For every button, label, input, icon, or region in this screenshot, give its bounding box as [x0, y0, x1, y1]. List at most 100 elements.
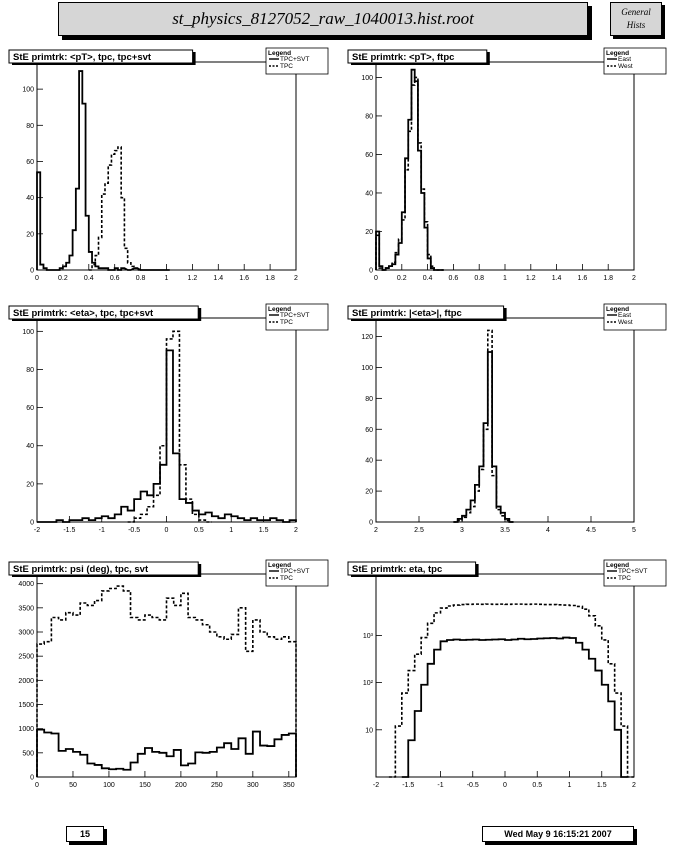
y-tick-label: 40: [26, 195, 34, 202]
legend-box: [603, 47, 667, 75]
chart-title: StE primtrk: psi (deg), tpc, svt: [13, 564, 149, 575]
x-tick-label: 4.5: [586, 527, 596, 534]
legend-entry: TPC: [280, 63, 293, 70]
plot-frame: [36, 573, 297, 778]
page-number: 15: [66, 826, 104, 842]
histogram-grid: StE primtrk: <pT>, tpc, tpc+svt 0 0.2 0.4 0.…: [8, 47, 667, 789]
y-tick-label: 2000: [18, 678, 34, 685]
x-tick-label: -0.5: [128, 527, 140, 534]
legend-entry: TPC: [280, 319, 293, 326]
y-tick-label: 80: [365, 113, 373, 120]
x-tick-label: 3.5: [500, 527, 510, 534]
title-box: [8, 561, 199, 576]
title-box: [347, 49, 488, 64]
series-tpc-svt-line: [36, 70, 170, 271]
y-tick-label: 3500: [18, 605, 34, 612]
x-tick-label: 0.5: [194, 527, 204, 534]
chart-panel-3: StE primtrk: <eta>, tpc, tpc+svt -2 -1.5 -1…: [8, 303, 329, 534]
chart-panel-4: StE primtrk: |<eta>|, ftpc 2 2.5 3 3.5 4 4.5 5 0…: [347, 303, 667, 534]
x-tick-label: 2: [632, 275, 636, 282]
x-tick-label: -2: [34, 527, 40, 534]
x-tick-label: 0.2: [58, 275, 68, 282]
series-tpc-svt-line: [37, 349, 297, 523]
y-tick-label: 100: [361, 75, 373, 82]
x-tick-label: 100: [103, 782, 115, 789]
series-tpc-line: [36, 585, 297, 777]
legend-box: [603, 559, 667, 587]
y-tick-label: 100: [22, 87, 34, 94]
x-tick-label: 0.8: [136, 275, 146, 282]
x-tick-label: 1.6: [578, 275, 588, 282]
y-tick-label: 1000: [18, 726, 34, 733]
y-tick-label: 80: [26, 367, 34, 374]
x-tick-label: 1.4: [552, 275, 562, 282]
y-tick-label: 80: [26, 123, 34, 130]
legend-entry: West: [618, 319, 633, 326]
x-tick-label: 1.5: [259, 527, 269, 534]
title-box: [347, 561, 477, 576]
series-tpc-svt-line: [401, 636, 628, 778]
x-tick-label: 0: [503, 782, 507, 789]
chart-title: StE primtrk: eta, tpc: [352, 564, 442, 575]
y-tick-label: 0: [30, 775, 34, 782]
chart-panel-2: StE primtrk: <pT>, ftpc 0 0.2 0.4 0.6 0.8 1 1.2…: [347, 47, 667, 282]
legend-title: Legend: [268, 50, 291, 57]
y-tick-label: 10³: [363, 633, 374, 640]
x-tick-label: -1.5: [402, 782, 414, 789]
x-tick-label: 1.2: [188, 275, 198, 282]
chart-panel-6: StE primtrk: eta, tpc -2 -1.5 -1 -0.5 0 0.5 1 1.…: [347, 559, 667, 789]
legend-entry: West: [618, 63, 633, 70]
plot-frame: [375, 317, 635, 523]
chart-title: StE primtrk: <pT>, ftpc: [352, 52, 454, 63]
series-tpc-svt-line: [36, 728, 297, 777]
series-tpc-line: [388, 603, 634, 778]
x-tick-label: 0.4: [423, 275, 433, 282]
y-tick-label: 40: [26, 443, 34, 450]
x-tick-label: 0: [165, 527, 169, 534]
x-tick-label: 2: [374, 527, 378, 534]
series-west-line: [453, 329, 514, 523]
y-tick-label: 0: [369, 268, 373, 275]
page-number-value: 15: [79, 829, 90, 839]
y-tick-label: 80: [365, 396, 373, 403]
x-tick-label: 0.2: [397, 275, 407, 282]
y-tick-label: 0: [369, 520, 373, 527]
y-tick-label: 20: [365, 489, 373, 496]
x-tick-label: -1: [99, 527, 105, 534]
x-tick-label: 0.6: [449, 275, 459, 282]
legend-entry: TPC+SVT: [618, 568, 647, 575]
legend-entry: TPC: [280, 575, 293, 582]
y-tick-label: 100: [22, 329, 34, 336]
x-tick-label: 1.2: [526, 275, 536, 282]
series-west-line: [375, 76, 444, 271]
legend-title: Legend: [268, 562, 291, 569]
series-east-line: [375, 68, 444, 271]
x-tick-label: 2.5: [414, 527, 424, 534]
x-tick-label: 2: [632, 782, 636, 789]
x-tick-label: 0: [35, 275, 39, 282]
chart-panel-1: StE primtrk: <pT>, tpc, tpc+svt 0 0.2 0.4 0.…: [8, 47, 329, 282]
y-tick-label: 60: [365, 152, 373, 159]
legend-title: Legend: [606, 306, 629, 313]
x-tick-label: 0.8: [474, 275, 484, 282]
legend-entry: TPC: [618, 575, 631, 582]
timestamp-value: Wed May 9 16:15:21 2007: [504, 829, 612, 839]
chart-title: StE primtrk: |<eta>|, ftpc: [352, 308, 462, 319]
x-tick-label: 50: [69, 782, 77, 789]
x-tick-label: 350: [283, 782, 295, 789]
x-tick-label: 0: [374, 275, 378, 282]
x-tick-label: 1: [568, 782, 572, 789]
plot-frame: [375, 61, 635, 271]
side-label-line1: General: [621, 7, 651, 17]
x-tick-label: 0: [35, 782, 39, 789]
y-tick-label: 100: [361, 365, 373, 372]
y-tick-label: 120: [361, 334, 373, 341]
x-tick-label: 2: [294, 527, 298, 534]
x-tick-label: 4: [546, 527, 550, 534]
x-tick-label: 200: [175, 782, 187, 789]
x-tick-label: -1: [437, 782, 443, 789]
x-tick-label: 1.8: [265, 275, 275, 282]
y-tick-label: 10: [365, 727, 373, 734]
general-hists-box: General Hists: [610, 2, 662, 36]
legend-entry: TPC+SVT: [280, 568, 309, 575]
